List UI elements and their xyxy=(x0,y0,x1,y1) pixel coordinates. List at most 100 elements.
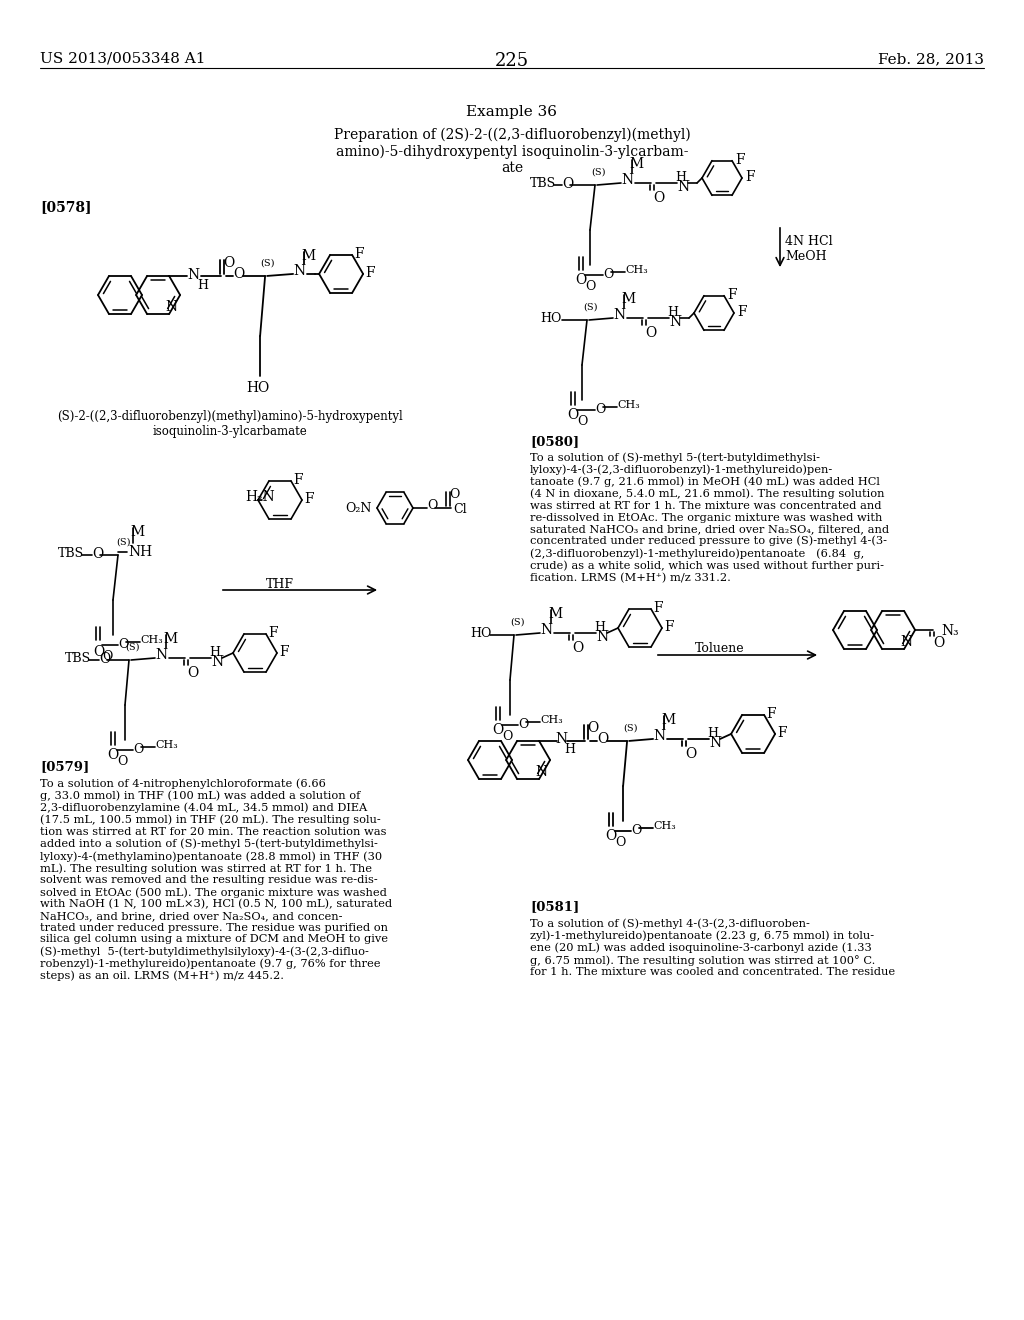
Text: (S): (S) xyxy=(116,539,130,546)
Text: (S): (S) xyxy=(125,643,139,652)
Text: F: F xyxy=(777,726,786,741)
Text: Preparation of (2S)-2-((2,3-difluorobenzyl)(methyl)
amino)-5-dihydroxypentyl iso: Preparation of (2S)-2-((2,3-difluorobenz… xyxy=(334,128,690,176)
Text: NH: NH xyxy=(128,545,153,558)
Text: O: O xyxy=(585,280,595,293)
Text: O: O xyxy=(605,829,616,843)
Text: MeOH: MeOH xyxy=(785,249,826,263)
Text: O: O xyxy=(187,667,199,680)
Text: N: N xyxy=(669,315,681,329)
Text: F: F xyxy=(653,601,663,615)
Text: O: O xyxy=(685,747,696,760)
Text: CH₃: CH₃ xyxy=(540,715,563,725)
Text: (S): (S) xyxy=(583,304,597,312)
Text: CH₃: CH₃ xyxy=(625,265,648,275)
Text: CH₃: CH₃ xyxy=(140,635,163,645)
Text: F: F xyxy=(664,620,674,634)
Text: N: N xyxy=(540,623,552,638)
Text: F: F xyxy=(745,170,755,183)
Text: O: O xyxy=(92,546,103,561)
Text: F: F xyxy=(727,288,736,302)
Text: O: O xyxy=(631,824,641,837)
Text: F: F xyxy=(293,473,303,487)
Text: F: F xyxy=(766,708,776,721)
Text: O: O xyxy=(595,403,605,416)
Text: (S): (S) xyxy=(624,723,638,733)
Text: N: N xyxy=(613,308,625,322)
Text: (S): (S) xyxy=(260,259,274,268)
Text: HO: HO xyxy=(540,312,561,325)
Text: N: N xyxy=(555,733,567,746)
Text: M: M xyxy=(621,292,635,306)
Text: F: F xyxy=(354,247,364,261)
Text: CH₃: CH₃ xyxy=(617,400,640,411)
Text: 225: 225 xyxy=(495,51,529,70)
Text: M: M xyxy=(548,607,562,620)
Text: O: O xyxy=(577,414,588,428)
Text: H: H xyxy=(675,172,686,183)
Text: O: O xyxy=(587,721,598,735)
Text: 4N HCl: 4N HCl xyxy=(785,235,833,248)
Text: H₂N: H₂N xyxy=(245,490,274,504)
Text: H: H xyxy=(209,645,220,659)
Text: F: F xyxy=(735,153,744,166)
Text: N: N xyxy=(709,737,721,750)
Text: O: O xyxy=(223,256,234,271)
Text: F: F xyxy=(304,492,313,506)
Text: N: N xyxy=(155,648,167,663)
Text: O: O xyxy=(102,649,113,663)
Text: HO: HO xyxy=(246,381,269,395)
Text: O: O xyxy=(615,836,626,849)
Text: O: O xyxy=(492,723,503,737)
Text: To a solution of (S)-methyl 4-(3-(2,3-difluoroben-
zyl)-1-methylureido)pentanoat: To a solution of (S)-methyl 4-(3-(2,3-di… xyxy=(530,917,895,977)
Text: To a solution of (S)-methyl 5-(tert-butyldimethylsi-
lyloxy)-4-(3-(2,3-difluorob: To a solution of (S)-methyl 5-(tert-buty… xyxy=(530,451,889,583)
Text: N: N xyxy=(653,729,666,743)
Text: M: M xyxy=(301,249,315,263)
Text: N₃: N₃ xyxy=(941,624,958,638)
Text: Example 36: Example 36 xyxy=(467,106,557,119)
Text: (S): (S) xyxy=(591,168,605,177)
Text: O: O xyxy=(603,268,613,281)
Text: Feb. 28, 2013: Feb. 28, 2013 xyxy=(878,51,984,66)
Text: TBS: TBS xyxy=(65,652,91,665)
Text: O: O xyxy=(572,642,584,655)
Text: H: H xyxy=(594,620,605,634)
Text: US 2013/0053348 A1: US 2013/0053348 A1 xyxy=(40,51,206,66)
Text: O: O xyxy=(93,645,104,659)
Text: N: N xyxy=(900,635,912,649)
Text: N: N xyxy=(621,173,633,187)
Text: O: O xyxy=(518,718,528,731)
Text: Toluene: Toluene xyxy=(695,642,744,655)
Text: TBS: TBS xyxy=(58,546,84,560)
Text: M: M xyxy=(629,157,643,172)
Text: N: N xyxy=(187,268,200,282)
Text: M: M xyxy=(130,525,144,539)
Text: O: O xyxy=(427,499,437,512)
Text: F: F xyxy=(268,626,278,640)
Text: H: H xyxy=(197,279,208,292)
Text: F: F xyxy=(737,305,746,319)
Text: O₂N: O₂N xyxy=(345,502,372,515)
Text: O: O xyxy=(106,748,118,762)
Text: F: F xyxy=(366,265,375,280)
Text: (S)-2-((2,3-difluorobenzyl)(methyl)amino)-5-hydroxypentyl
isoquinolin-3-ylcarbam: (S)-2-((2,3-difluorobenzyl)(methyl)amino… xyxy=(57,411,402,438)
Text: To a solution of 4-nitrophenylchloroformate (6.66
g, 33.0 mmol) in THF (100 mL) : To a solution of 4-nitrophenylchloroform… xyxy=(40,777,392,981)
Text: H: H xyxy=(667,306,678,319)
Text: N: N xyxy=(536,766,547,779)
Text: N: N xyxy=(293,264,305,279)
Text: O: O xyxy=(597,733,608,746)
Text: Cl: Cl xyxy=(453,503,467,516)
Text: O: O xyxy=(502,730,512,743)
Text: N: N xyxy=(677,180,689,194)
Text: N: N xyxy=(165,300,177,314)
Text: H: H xyxy=(564,743,575,756)
Text: O: O xyxy=(449,488,460,502)
Text: O: O xyxy=(575,273,587,286)
Text: HO: HO xyxy=(470,627,492,640)
Text: N: N xyxy=(596,630,608,644)
Text: TBS: TBS xyxy=(530,177,556,190)
Text: [0578]: [0578] xyxy=(40,201,91,214)
Text: [0580]: [0580] xyxy=(530,436,580,447)
Text: O: O xyxy=(645,326,656,341)
Text: O: O xyxy=(99,652,111,667)
Text: O: O xyxy=(117,755,127,768)
